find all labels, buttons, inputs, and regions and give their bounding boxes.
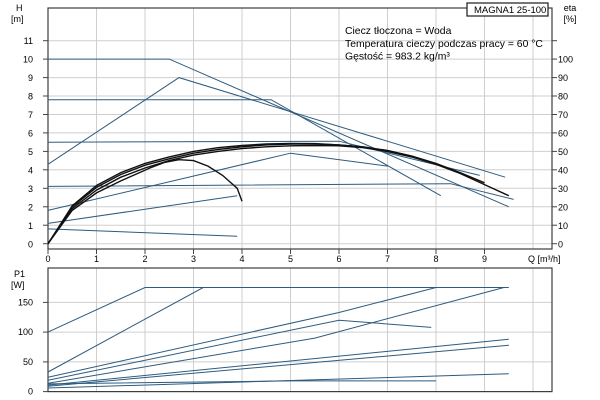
svg-text:5: 5 xyxy=(28,147,33,157)
svg-text:1: 1 xyxy=(94,254,99,264)
svg-text:0: 0 xyxy=(28,240,33,250)
svg-text:9: 9 xyxy=(482,254,487,264)
svg-text:100: 100 xyxy=(18,327,33,337)
svg-text:40: 40 xyxy=(558,166,568,176)
svg-text:7: 7 xyxy=(385,254,390,264)
svg-text:[W]: [W] xyxy=(11,280,25,290)
svg-text:8: 8 xyxy=(28,92,33,102)
svg-text:2: 2 xyxy=(142,254,147,264)
svg-text:MAGNA1 25-100: MAGNA1 25-100 xyxy=(474,5,546,16)
svg-text:7: 7 xyxy=(28,110,33,120)
svg-text:[m]: [m] xyxy=(11,14,24,24)
svg-text:10: 10 xyxy=(558,221,568,231)
svg-text:90: 90 xyxy=(558,73,568,83)
svg-text:6: 6 xyxy=(28,129,33,139)
svg-text:eta: eta xyxy=(564,3,577,13)
svg-text:Gęstość = 983.2 kg/m³: Gęstość = 983.2 kg/m³ xyxy=(345,52,450,63)
svg-text:9: 9 xyxy=(28,73,33,83)
svg-text:3: 3 xyxy=(28,184,33,194)
svg-text:0: 0 xyxy=(28,387,33,397)
svg-text:Ciecz tłoczona = Woda: Ciecz tłoczona = Woda xyxy=(345,26,452,37)
svg-text:1: 1 xyxy=(28,221,33,231)
svg-text:60: 60 xyxy=(558,129,568,139)
svg-text:Q [m³/h]: Q [m³/h] xyxy=(528,254,561,264)
svg-text:5: 5 xyxy=(288,254,293,264)
svg-text:100: 100 xyxy=(558,55,573,65)
svg-text:0: 0 xyxy=(45,254,50,264)
svg-text:150: 150 xyxy=(18,298,33,308)
svg-text:70: 70 xyxy=(558,110,568,120)
svg-text:[%]: [%] xyxy=(563,14,576,24)
svg-text:50: 50 xyxy=(23,357,33,367)
svg-text:20: 20 xyxy=(558,203,568,213)
svg-text:11: 11 xyxy=(24,36,33,46)
svg-text:0: 0 xyxy=(558,240,563,250)
svg-text:2: 2 xyxy=(28,203,33,213)
svg-text:4: 4 xyxy=(239,254,244,264)
svg-text:H: H xyxy=(16,3,23,13)
svg-text:50: 50 xyxy=(558,147,568,157)
svg-text:80: 80 xyxy=(558,92,568,102)
svg-text:8: 8 xyxy=(433,254,438,264)
svg-text:4: 4 xyxy=(28,166,33,176)
svg-text:P1: P1 xyxy=(14,269,25,279)
svg-text:Temperatura cieczy podczas pra: Temperatura cieczy podczas pracy = 60 °C xyxy=(345,39,543,50)
svg-text:6: 6 xyxy=(336,254,341,264)
svg-text:3: 3 xyxy=(191,254,196,264)
svg-text:30: 30 xyxy=(558,184,568,194)
svg-text:10: 10 xyxy=(23,55,33,65)
